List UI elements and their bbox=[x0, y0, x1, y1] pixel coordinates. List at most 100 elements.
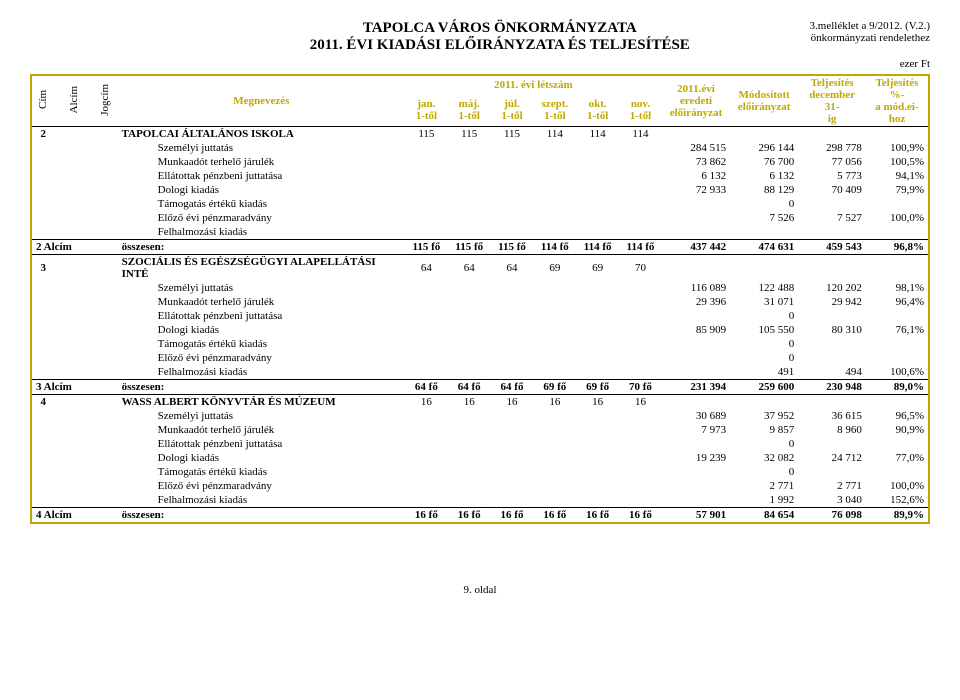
cell-label: Munkaadót terhelő járulék bbox=[118, 155, 405, 169]
cell bbox=[93, 281, 118, 295]
cell-value bbox=[730, 395, 798, 410]
cell bbox=[405, 337, 448, 351]
cell bbox=[405, 423, 448, 437]
table-row: Személyi juttatás116 089122 488120 20298… bbox=[32, 281, 928, 295]
cell bbox=[619, 465, 662, 479]
table-row: 2 Alcímösszesen:115 fő115 fő115 fő114 fő… bbox=[32, 240, 928, 255]
cell-month: 16 fő bbox=[405, 508, 448, 523]
cell bbox=[533, 225, 576, 240]
cell bbox=[576, 465, 619, 479]
cell bbox=[55, 337, 93, 351]
cell-month: 16 bbox=[533, 395, 576, 410]
table-row: Támogatás értékű kiadás0 bbox=[32, 337, 928, 351]
cell-value: 76,1% bbox=[866, 323, 928, 337]
cell bbox=[55, 255, 93, 282]
cell bbox=[491, 337, 534, 351]
cell bbox=[533, 351, 576, 365]
cell bbox=[448, 465, 491, 479]
cell-value bbox=[866, 197, 928, 211]
cell bbox=[32, 323, 55, 337]
cell bbox=[576, 281, 619, 295]
cell bbox=[491, 155, 534, 169]
table-row: Felhalmozási kiadás491494100,6% bbox=[32, 365, 928, 380]
cell-value bbox=[662, 437, 730, 451]
cell-value bbox=[662, 127, 730, 142]
cell bbox=[533, 169, 576, 183]
cell bbox=[619, 493, 662, 508]
cell-value bbox=[662, 309, 730, 323]
cell bbox=[405, 141, 448, 155]
cell-value bbox=[866, 437, 928, 451]
cell-value: 96,4% bbox=[866, 295, 928, 309]
cell bbox=[448, 183, 491, 197]
cell bbox=[533, 423, 576, 437]
cell bbox=[32, 337, 55, 351]
title-line2: 2011. ÉVI KIADÁSI ELŐIRÁNYZATA ÉS TELJES… bbox=[190, 37, 810, 54]
right-note-1: 3.melléklet a 9/2012. (V.2.) bbox=[810, 20, 930, 32]
cell bbox=[491, 451, 534, 465]
cell bbox=[448, 423, 491, 437]
cell-month: 16 fő bbox=[491, 508, 534, 523]
cell bbox=[491, 225, 534, 240]
cell-value: 459 543 bbox=[798, 240, 866, 255]
cell bbox=[405, 437, 448, 451]
cell bbox=[32, 155, 55, 169]
cell-month: 16 bbox=[448, 395, 491, 410]
title-block: TAPOLCA VÁROS ÖNKORMÁNYZATA 2011. ÉVI KI… bbox=[190, 20, 810, 54]
cell bbox=[93, 365, 118, 380]
cell bbox=[576, 479, 619, 493]
cell bbox=[405, 281, 448, 295]
cell-value: 5 773 bbox=[798, 169, 866, 183]
cell-value: 94,1% bbox=[866, 169, 928, 183]
cell bbox=[448, 309, 491, 323]
cell bbox=[533, 365, 576, 380]
page-header: TAPOLCA VÁROS ÖNKORMÁNYZATA 2011. ÉVI KI… bbox=[30, 20, 930, 54]
cell bbox=[55, 493, 93, 508]
table-row: Munkaadót terhelő járulék29 39631 07129 … bbox=[32, 295, 928, 309]
cell bbox=[405, 155, 448, 169]
cell-value: 88 129 bbox=[730, 183, 798, 197]
cell bbox=[619, 409, 662, 423]
cell bbox=[619, 351, 662, 365]
cell bbox=[491, 423, 534, 437]
cell-cim: 2 bbox=[32, 127, 55, 142]
cell bbox=[533, 211, 576, 225]
cell-label: Felhalmozási kiadás bbox=[118, 493, 405, 508]
cell-alcim: 4 Alcím bbox=[32, 508, 93, 523]
cell bbox=[491, 409, 534, 423]
cell bbox=[619, 169, 662, 183]
cell-value bbox=[798, 465, 866, 479]
cell-label: Dologi kiadás bbox=[118, 451, 405, 465]
cell-label: Támogatás értékű kiadás bbox=[118, 337, 405, 351]
table-row: Felhalmozási kiadás bbox=[32, 225, 928, 240]
cell bbox=[576, 323, 619, 337]
col-jogcim: Jogcím bbox=[99, 84, 111, 116]
cell-value bbox=[798, 437, 866, 451]
cell-value bbox=[866, 127, 928, 142]
cell bbox=[491, 169, 534, 183]
cell bbox=[533, 323, 576, 337]
cell bbox=[576, 295, 619, 309]
cell-value bbox=[866, 395, 928, 410]
cell-month: 70 bbox=[619, 255, 662, 282]
table-row: Dologi kiadás85 909105 55080 31076,1% bbox=[32, 323, 928, 337]
cell bbox=[491, 309, 534, 323]
cell bbox=[491, 465, 534, 479]
cell bbox=[32, 465, 55, 479]
cell-month: 114 bbox=[533, 127, 576, 142]
cell bbox=[619, 479, 662, 493]
cell-value: 116 089 bbox=[662, 281, 730, 295]
cell-label: WASS ALBERT KÖNYVTÁR ÉS MÚZEUM bbox=[118, 395, 405, 410]
cell bbox=[55, 409, 93, 423]
cell bbox=[533, 281, 576, 295]
cell-value: 100,5% bbox=[866, 155, 928, 169]
cell bbox=[491, 365, 534, 380]
cell bbox=[32, 183, 55, 197]
cell-label: Személyi juttatás bbox=[118, 409, 405, 423]
cell-month: 70 fő bbox=[619, 380, 662, 395]
cell-value bbox=[798, 395, 866, 410]
cell bbox=[93, 240, 118, 255]
cell bbox=[93, 225, 118, 240]
table-row: Munkaadót terhelő járulék7 9739 8578 960… bbox=[32, 423, 928, 437]
cell bbox=[576, 409, 619, 423]
